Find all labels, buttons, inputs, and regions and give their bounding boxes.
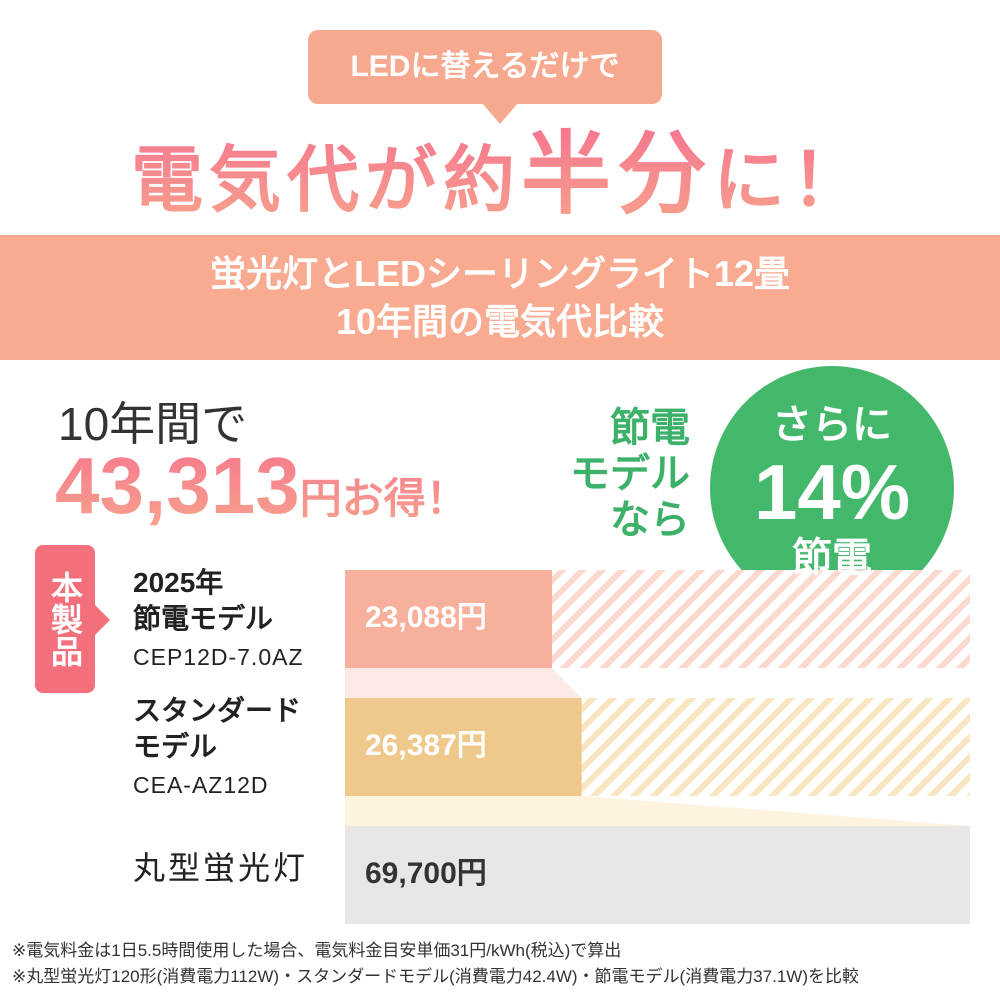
headline-emphasis: 半分 bbox=[521, 125, 713, 225]
category-label: 2025年 節電モデル bbox=[133, 567, 274, 634]
headline: 電気代が約半分に！ bbox=[0, 125, 1000, 231]
callout-box bbox=[308, 30, 662, 104]
badge-bottom: 節電 bbox=[792, 536, 872, 580]
savings: 43,313円お得！ bbox=[55, 440, 468, 532]
badge-lead: 節電 モデル なら bbox=[570, 406, 690, 542]
value-label: 69,700円 bbox=[365, 857, 487, 890]
model-code: CEP12D-7.0AZ bbox=[133, 644, 304, 670]
badge-top: さらに bbox=[772, 403, 892, 447]
band-text: 蛍光灯とLEDシーリングライト12畳 10年間の電気代比較 bbox=[0, 250, 1000, 346]
footnote: ※電気料金は1日5.5時間使用した場合、電気料金目安単価31円/kWh(税込)で… bbox=[12, 941, 622, 960]
category-label: 丸型蛍光灯 bbox=[133, 850, 309, 886]
savings-lead: 10年間で bbox=[58, 398, 248, 450]
value-label: 26,387円 bbox=[365, 729, 487, 762]
callout-tail bbox=[482, 103, 518, 124]
tag-arrow bbox=[95, 605, 110, 635]
callout: LEDに替えるだけで bbox=[350, 50, 620, 83]
tag-box bbox=[35, 545, 95, 693]
savings-amount: 43,313 bbox=[55, 441, 300, 530]
bar bbox=[345, 570, 553, 668]
bar-remainder bbox=[552, 570, 970, 668]
tag: 本製品 bbox=[47, 571, 83, 667]
badge-main: 14% bbox=[753, 448, 911, 536]
headline-part: 電気代が約 bbox=[130, 141, 521, 221]
headline-part: に！ bbox=[713, 141, 870, 221]
bar-remainder bbox=[581, 698, 970, 796]
savings-suffix: 円お得！ bbox=[299, 475, 468, 522]
footnote: ※丸型蛍光灯120形(消費電力112W)・スタンダードモデル(消費電力42.4W… bbox=[12, 967, 859, 986]
bar-connector bbox=[345, 668, 582, 698]
band-line: 10年間の電気代比較 bbox=[335, 301, 665, 342]
bar bbox=[345, 698, 582, 796]
badge-circle bbox=[710, 366, 954, 610]
bar-connector bbox=[345, 796, 970, 826]
value-label: 23,088円 bbox=[365, 601, 487, 634]
category-label: スタンダード モデル bbox=[133, 695, 302, 762]
bar bbox=[345, 826, 970, 924]
band-line: 蛍光灯とLEDシーリングライト12畳 bbox=[209, 253, 791, 294]
footnotes: ※電気料金は1日5.5時間使用した場合、電気料金目安単価31円/kWh(税込)で… bbox=[12, 938, 859, 990]
band bbox=[0, 235, 1000, 360]
model-code: CEA-AZ12D bbox=[133, 772, 269, 798]
badge-text: さらに 14% 節電 bbox=[710, 400, 954, 582]
